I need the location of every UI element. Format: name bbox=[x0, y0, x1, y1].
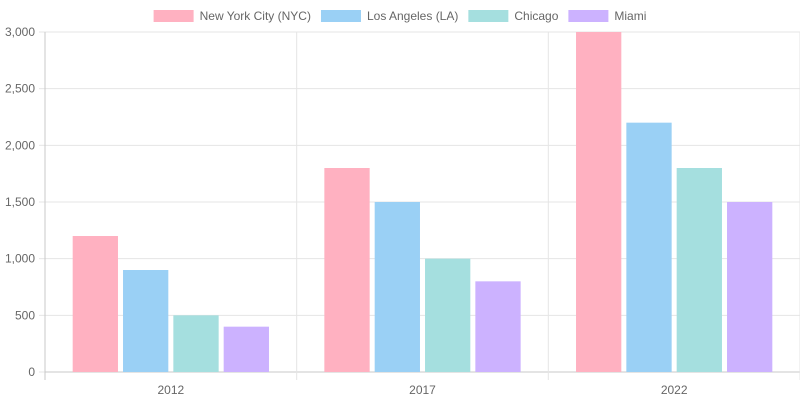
legend-item[interactable]: New York City (NYC) bbox=[153, 9, 311, 23]
bar-chicago-2012[interactable] bbox=[173, 315, 219, 372]
legend: New York City (NYC) Los Angeles (LA) Chica… bbox=[153, 9, 646, 23]
x-tick-label: 2012 bbox=[157, 383, 184, 397]
y-tick-label: 2,500 bbox=[5, 82, 35, 96]
y-tick-label: 0 bbox=[28, 365, 35, 379]
bar-chicago-2017[interactable] bbox=[425, 258, 471, 372]
legend-label: Chicago bbox=[514, 9, 558, 23]
legend-item[interactable]: Los Angeles (LA) bbox=[320, 9, 458, 23]
legend-item[interactable]: Chicago bbox=[468, 9, 559, 23]
bars bbox=[72, 32, 773, 373]
grid-lines bbox=[39, 31, 800, 380]
y-tick-label: 3,000 bbox=[5, 25, 35, 39]
bar-miami-2012[interactable] bbox=[223, 326, 269, 372]
bar-new-york-city-nyc-2012[interactable] bbox=[72, 236, 118, 372]
y-tick-label: 1,500 bbox=[5, 195, 35, 209]
legend-swatch bbox=[568, 10, 609, 22]
legend-label: Miami bbox=[614, 9, 646, 23]
bar-new-york-city-nyc-2022[interactable] bbox=[576, 32, 622, 372]
bar-los-angeles-la-2012[interactable] bbox=[123, 270, 169, 372]
bar-miami-2017[interactable] bbox=[475, 281, 521, 372]
x-tick-label: 2017 bbox=[409, 383, 436, 397]
bar-los-angeles-la-2017[interactable] bbox=[374, 202, 420, 372]
x-tick-label: 2022 bbox=[661, 383, 688, 397]
bar-chicago-2022[interactable] bbox=[676, 168, 722, 372]
legend-swatch bbox=[153, 10, 194, 22]
legend-item[interactable]: Miami bbox=[568, 9, 646, 23]
bar-new-york-city-nyc-2017[interactable] bbox=[324, 168, 370, 372]
legend-swatch bbox=[468, 10, 509, 22]
y-tick-label: 1,000 bbox=[5, 252, 35, 266]
legend-label: New York City (NYC) bbox=[200, 9, 311, 23]
y-tick-label: 500 bbox=[15, 308, 35, 322]
legend-swatch bbox=[320, 10, 361, 22]
legend-label: Los Angeles (LA) bbox=[367, 9, 458, 23]
bar-los-angeles-la-2022[interactable] bbox=[626, 122, 672, 373]
bar-miami-2022[interactable] bbox=[727, 202, 773, 372]
axes: 0 500 1,000 1,500 2,000 2,500 3,000 2012 2017 202… bbox=[5, 25, 688, 397]
y-tick-label: 2,000 bbox=[5, 138, 35, 152]
